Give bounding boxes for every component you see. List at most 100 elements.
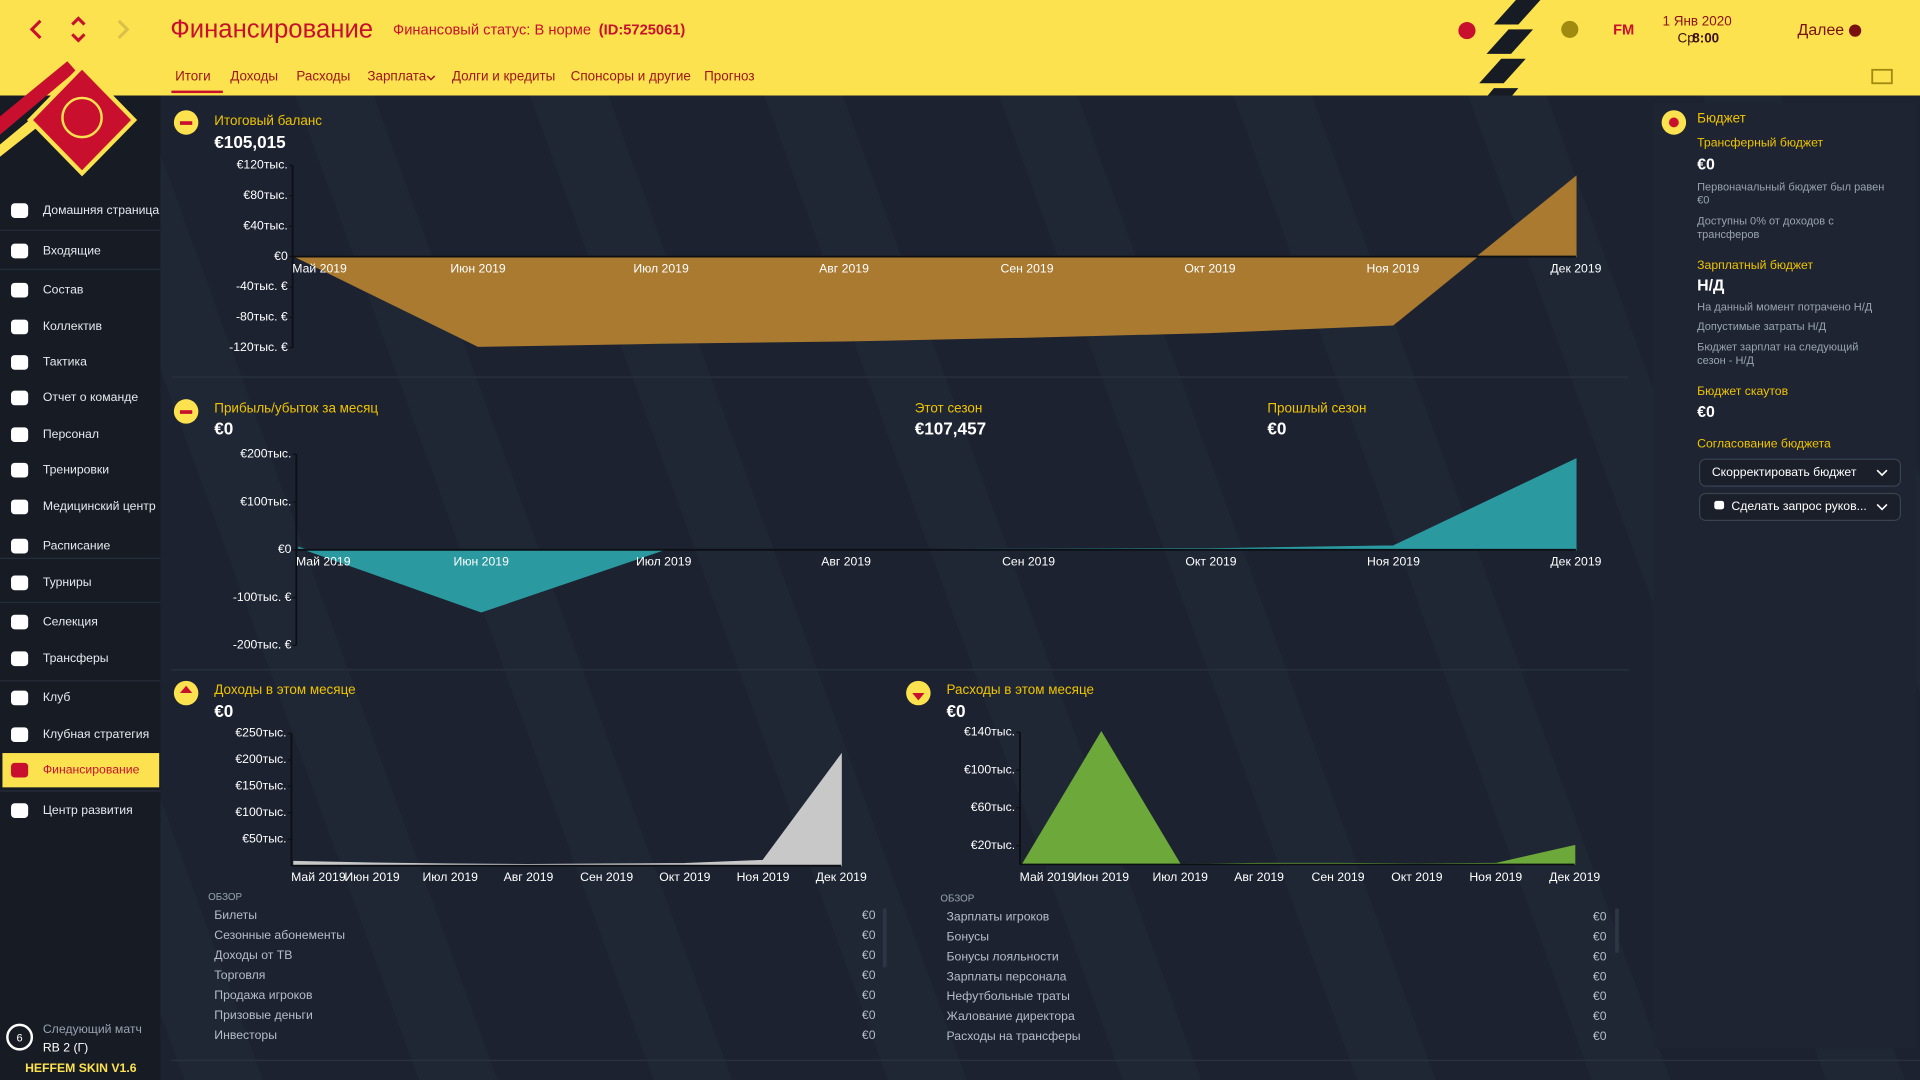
- sidebar-item[interactable]: Клуб: [43, 690, 71, 704]
- tab[interactable]: Долги и кредиты: [452, 69, 555, 84]
- tab[interactable]: Расходы: [296, 69, 350, 84]
- fm-logo[interactable]: FM: [1613, 22, 1634, 38]
- sidebar-item[interactable]: Состав: [43, 282, 84, 296]
- sidebar-item[interactable]: Отчет о команде: [43, 390, 139, 404]
- x-tick-label: Ноя 2019: [1367, 554, 1420, 568]
- panel-title: Прошлый сезон: [1267, 401, 1366, 416]
- budget-note: Бюджет зарплат на следующий: [1697, 342, 1858, 354]
- y-tick-label: €120тыс.: [237, 158, 288, 172]
- y-tick-label: €0: [274, 249, 288, 263]
- sidebar-icon: [11, 319, 29, 335]
- x-tick-label: Сен 2019: [1000, 262, 1053, 276]
- x-tick-label: Окт 2019: [1391, 870, 1442, 884]
- x-tick-label: Дек 2019: [1550, 262, 1601, 276]
- x-tick-label: Май 2019: [296, 554, 351, 568]
- overview-value: €0: [862, 928, 876, 942]
- status-id: (ID:5725061): [599, 22, 686, 38]
- overview-label: Билеты: [214, 908, 257, 922]
- overview-value: €0: [1593, 929, 1607, 943]
- tab[interactable]: Итоги: [175, 69, 211, 84]
- sidebar-icon: [11, 575, 29, 591]
- overview-value: €0: [862, 988, 876, 1002]
- overview-value: €0: [1593, 1029, 1607, 1043]
- y-tick-label: €100тыс.: [964, 762, 1015, 776]
- sidebar-item[interactable]: Медицинский центр: [43, 499, 156, 513]
- x-tick-label: Май 2019: [292, 262, 347, 276]
- header-bar: [0, 0, 1920, 96]
- sidebar-item[interactable]: Тактика: [43, 355, 87, 369]
- header-stripes: [1479, 0, 1541, 96]
- overview-label: Зарплаты персонала: [947, 969, 1067, 983]
- budget-note: Допустимые затраты Н/Д: [1697, 321, 1826, 333]
- continue-button[interactable]: Далее: [1798, 22, 1845, 39]
- budget-value: €0: [1697, 404, 1715, 421]
- tab[interactable]: Доходы: [230, 69, 278, 84]
- area: [293, 752, 842, 867]
- budget-button[interactable]: [1698, 492, 1902, 522]
- overview-value: €0: [862, 1028, 876, 1042]
- budget-button[interactable]: [1698, 458, 1902, 487]
- next-match[interactable]: RB 2 (Г): [43, 1040, 88, 1054]
- overview-value: €0: [1593, 969, 1607, 983]
- sidebar-item[interactable]: Персонал: [43, 427, 99, 441]
- sidebar-item[interactable]: Входящие: [43, 243, 101, 257]
- sidebar-icon: [11, 427, 29, 443]
- screen-icon[interactable]: [1871, 68, 1893, 85]
- sidebar-active: [2, 753, 160, 788]
- panel-value: €105,015: [214, 132, 286, 152]
- scrollbar[interactable]: [882, 908, 887, 968]
- y-tick-label: €60тыс.: [971, 800, 1015, 814]
- x-tick-label: Май 2019: [1020, 870, 1075, 884]
- y-tick-label: -100тыс. €: [233, 590, 292, 604]
- sidebar-item[interactable]: Клубная стратегия: [43, 727, 149, 741]
- sidebar-item[interactable]: Финансирование: [43, 762, 140, 776]
- sidebar-icon: [11, 243, 29, 259]
- overview-value: €0: [862, 908, 876, 922]
- overview-title: ОБЗОР: [208, 892, 242, 903]
- date: 1 Янв 2020: [1663, 14, 1732, 29]
- sidebar-item[interactable]: Трансферы: [43, 651, 109, 665]
- panel-title: Этот сезон: [915, 401, 983, 416]
- sidebar-icon: [11, 762, 29, 778]
- x-tick-label: Июл 2019: [1152, 870, 1208, 884]
- x-tick-label: Дек 2019: [816, 870, 867, 884]
- overview-label: Бонусы: [947, 929, 989, 943]
- nav-arrows[interactable]: [29, 16, 86, 43]
- profile-icon[interactable]: [1561, 20, 1579, 38]
- y-tick-label: €250тыс.: [235, 726, 286, 740]
- sidebar-item[interactable]: Центр развития: [43, 803, 133, 817]
- overview-label: Сезонные абонементы: [214, 928, 345, 942]
- budget-heading: Согласование бюджета: [1697, 437, 1831, 451]
- overview-label: Жалование директора: [947, 1009, 1075, 1023]
- sidebar-item[interactable]: Домашняя страница: [43, 203, 160, 217]
- next-match-ring: [6, 1023, 34, 1051]
- sidebar-item[interactable]: Коллектив: [43, 319, 102, 333]
- scrollbar[interactable]: [1615, 908, 1619, 953]
- button-caret: [1876, 503, 1888, 511]
- x-tick-label: Авг 2019: [1234, 870, 1284, 884]
- tab[interactable]: Прогноз: [704, 69, 754, 84]
- sidebar-item[interactable]: Турниры: [43, 575, 92, 589]
- y-tick-label: -40тыс. €: [236, 279, 288, 293]
- y-tick-label: €20тыс.: [971, 838, 1015, 852]
- sidebar-item[interactable]: Селекция: [43, 614, 98, 628]
- search-icon[interactable]: [1458, 22, 1476, 40]
- sidebar-item[interactable]: Тренировки: [43, 462, 109, 476]
- overview-label: Расходы на трансферы: [947, 1029, 1081, 1043]
- x-tick-label: Июн 2019: [454, 554, 510, 568]
- page-title: Финансирование: [170, 15, 373, 43]
- overview-label: Доходы от ТВ: [214, 948, 292, 962]
- overview-value: €0: [862, 1008, 876, 1022]
- tab[interactable]: Спонсоры и другие: [571, 69, 691, 84]
- tab[interactable]: Зарплата: [367, 69, 426, 84]
- nav-forward[interactable]: [117, 19, 130, 40]
- budget-heading: Трансферный бюджет: [1697, 135, 1823, 149]
- y-tick-label: €100тыс.: [235, 805, 286, 819]
- y-tick-label: -120тыс. €: [229, 340, 288, 354]
- overview-label: Инвесторы: [214, 1028, 277, 1042]
- budget-note: трансферов: [1697, 229, 1759, 241]
- sidebar-item[interactable]: Расписание: [43, 538, 111, 552]
- sidebar-icon: [11, 803, 29, 818]
- overview-label: Бонусы лояльности: [947, 949, 1059, 963]
